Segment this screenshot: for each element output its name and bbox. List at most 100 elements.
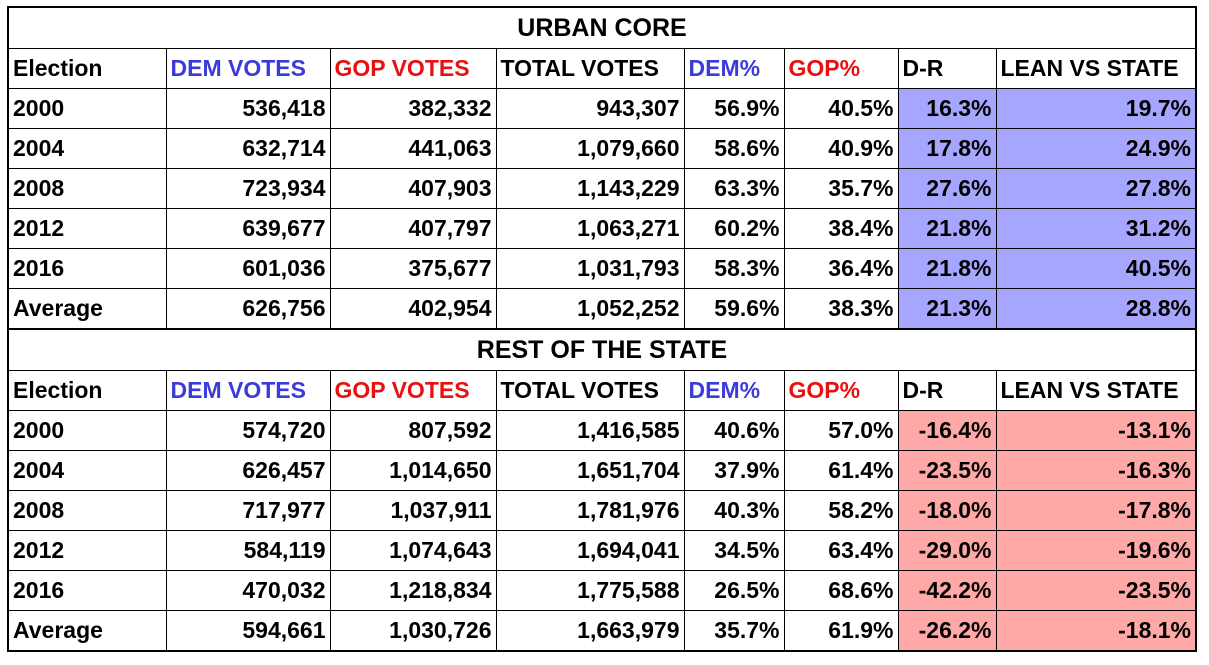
cell-dem-votes[interactable]: 574,720: [165, 410, 331, 451]
cell-total-votes[interactable]: 1,663,979: [495, 610, 685, 652]
cell-gop-pct[interactable]: 38.3%: [783, 288, 899, 330]
cell-gop-votes[interactable]: 1,037,911: [329, 490, 497, 531]
cell-total-votes[interactable]: 1,651,704: [495, 450, 685, 491]
header-d-r[interactable]: D-R: [897, 48, 997, 89]
cell-election[interactable]: 2008: [7, 168, 167, 209]
cell-election[interactable]: 2004: [7, 450, 167, 491]
cell-gop-pct[interactable]: 35.7%: [783, 168, 899, 209]
cell-dem-pct[interactable]: 56.9%: [683, 88, 785, 129]
section-title[interactable]: URBAN CORE: [7, 6, 1197, 49]
cell-gop-pct[interactable]: 58.2%: [783, 490, 899, 531]
cell-lean-vs-state[interactable]: 19.7%: [995, 88, 1197, 129]
cell-election[interactable]: 2004: [7, 128, 167, 169]
cell-gop-pct[interactable]: 61.4%: [783, 450, 899, 491]
cell-dem-votes[interactable]: 536,418: [165, 88, 331, 129]
cell-d-r[interactable]: -26.2%: [897, 610, 997, 652]
cell-lean-vs-state[interactable]: 27.8%: [995, 168, 1197, 209]
cell-lean-vs-state[interactable]: -23.5%: [995, 570, 1197, 611]
cell-dem-votes[interactable]: 601,036: [165, 248, 331, 289]
header-gop-pct[interactable]: GOP%: [783, 370, 899, 411]
cell-gop-votes[interactable]: 441,063: [329, 128, 497, 169]
header-total-votes[interactable]: TOTAL VOTES: [495, 48, 685, 89]
cell-dem-pct[interactable]: 60.2%: [683, 208, 785, 249]
header-dem-votes[interactable]: DEM VOTES: [165, 48, 331, 89]
cell-lean-vs-state[interactable]: 24.9%: [995, 128, 1197, 169]
cell-d-r[interactable]: -23.5%: [897, 450, 997, 491]
cell-lean-vs-state[interactable]: -16.3%: [995, 450, 1197, 491]
cell-lean-vs-state[interactable]: 31.2%: [995, 208, 1197, 249]
header-lean-vs-state[interactable]: LEAN VS STATE: [995, 48, 1197, 89]
cell-gop-votes[interactable]: 382,332: [329, 88, 497, 129]
cell-total-votes[interactable]: 1,143,229: [495, 168, 685, 209]
cell-election[interactable]: 2016: [7, 248, 167, 289]
cell-dem-votes[interactable]: 470,032: [165, 570, 331, 611]
header-dem-pct[interactable]: DEM%: [683, 370, 785, 411]
header-dem-pct[interactable]: DEM%: [683, 48, 785, 89]
cell-gop-votes[interactable]: 1,014,650: [329, 450, 497, 491]
cell-d-r[interactable]: -16.4%: [897, 410, 997, 451]
cell-total-votes[interactable]: 1,079,660: [495, 128, 685, 169]
cell-gop-pct[interactable]: 40.9%: [783, 128, 899, 169]
cell-total-votes[interactable]: 943,307: [495, 88, 685, 129]
cell-election[interactable]: 2008: [7, 490, 167, 531]
cell-dem-pct[interactable]: 34.5%: [683, 530, 785, 571]
cell-gop-votes[interactable]: 1,030,726: [329, 610, 497, 652]
cell-lean-vs-state[interactable]: -19.6%: [995, 530, 1197, 571]
header-total-votes[interactable]: TOTAL VOTES: [495, 370, 685, 411]
cell-dem-pct[interactable]: 37.9%: [683, 450, 785, 491]
cell-total-votes[interactable]: 1,052,252: [495, 288, 685, 330]
cell-d-r[interactable]: -29.0%: [897, 530, 997, 571]
header-election[interactable]: Election: [7, 370, 167, 411]
cell-election[interactable]: Average: [7, 288, 167, 330]
header-gop-pct[interactable]: GOP%: [783, 48, 899, 89]
cell-gop-votes[interactable]: 402,954: [329, 288, 497, 330]
cell-gop-pct[interactable]: 38.4%: [783, 208, 899, 249]
header-dem-votes[interactable]: DEM VOTES: [165, 370, 331, 411]
cell-d-r[interactable]: 21.8%: [897, 208, 997, 249]
cell-election[interactable]: Average: [7, 610, 167, 652]
cell-gop-pct[interactable]: 40.5%: [783, 88, 899, 129]
cell-gop-pct[interactable]: 61.9%: [783, 610, 899, 652]
cell-gop-votes[interactable]: 375,677: [329, 248, 497, 289]
cell-gop-pct[interactable]: 36.4%: [783, 248, 899, 289]
cell-gop-pct[interactable]: 68.6%: [783, 570, 899, 611]
section-title[interactable]: REST OF THE STATE: [7, 328, 1197, 371]
cell-gop-votes[interactable]: 1,218,834: [329, 570, 497, 611]
cell-gop-votes[interactable]: 407,903: [329, 168, 497, 209]
header-election[interactable]: Election: [7, 48, 167, 89]
cell-dem-pct[interactable]: 63.3%: [683, 168, 785, 209]
cell-gop-pct[interactable]: 63.4%: [783, 530, 899, 571]
header-lean-vs-state[interactable]: LEAN VS STATE: [995, 370, 1197, 411]
cell-total-votes[interactable]: 1,063,271: [495, 208, 685, 249]
cell-dem-votes[interactable]: 632,714: [165, 128, 331, 169]
cell-d-r[interactable]: 21.3%: [897, 288, 997, 330]
cell-lean-vs-state[interactable]: 28.8%: [995, 288, 1197, 330]
cell-d-r[interactable]: 21.8%: [897, 248, 997, 289]
cell-election[interactable]: 2012: [7, 208, 167, 249]
cell-dem-votes[interactable]: 626,457: [165, 450, 331, 491]
cell-d-r[interactable]: 17.8%: [897, 128, 997, 169]
cell-gop-votes[interactable]: 807,592: [329, 410, 497, 451]
cell-dem-votes[interactable]: 594,661: [165, 610, 331, 652]
cell-lean-vs-state[interactable]: -18.1%: [995, 610, 1197, 652]
cell-election[interactable]: 2016: [7, 570, 167, 611]
cell-gop-votes[interactable]: 1,074,643: [329, 530, 497, 571]
cell-total-votes[interactable]: 1,031,793: [495, 248, 685, 289]
cell-election[interactable]: 2000: [7, 410, 167, 451]
cell-dem-pct[interactable]: 35.7%: [683, 610, 785, 652]
cell-total-votes[interactable]: 1,775,588: [495, 570, 685, 611]
header-d-r[interactable]: D-R: [897, 370, 997, 411]
cell-d-r[interactable]: 27.6%: [897, 168, 997, 209]
cell-dem-votes[interactable]: 584,119: [165, 530, 331, 571]
cell-election[interactable]: 2000: [7, 88, 167, 129]
cell-dem-votes[interactable]: 723,934: [165, 168, 331, 209]
header-gop-votes[interactable]: GOP VOTES: [329, 48, 497, 89]
cell-dem-votes[interactable]: 639,677: [165, 208, 331, 249]
cell-dem-pct[interactable]: 40.3%: [683, 490, 785, 531]
cell-dem-votes[interactable]: 626,756: [165, 288, 331, 330]
cell-total-votes[interactable]: 1,781,976: [495, 490, 685, 531]
cell-election[interactable]: 2012: [7, 530, 167, 571]
cell-lean-vs-state[interactable]: -17.8%: [995, 490, 1197, 531]
cell-total-votes[interactable]: 1,416,585: [495, 410, 685, 451]
cell-dem-pct[interactable]: 59.6%: [683, 288, 785, 330]
